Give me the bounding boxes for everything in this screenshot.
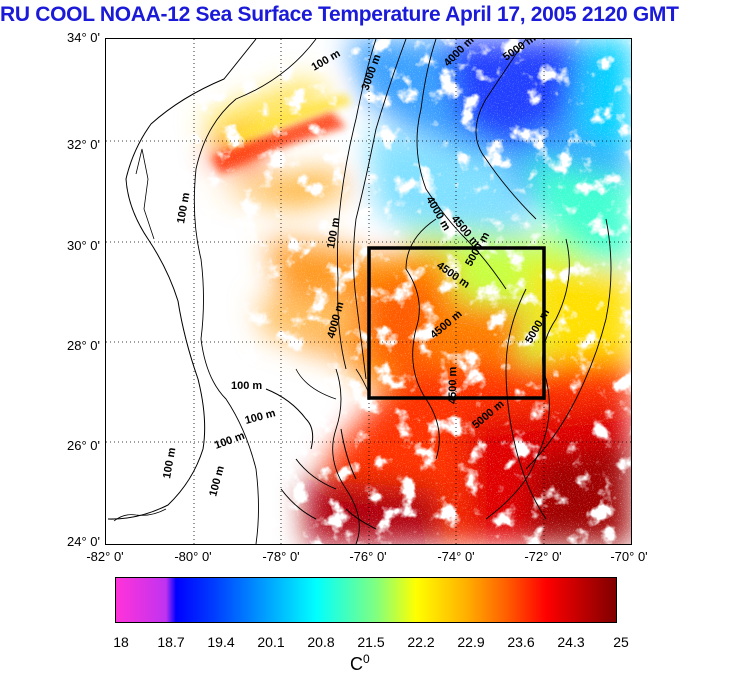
graticule xyxy=(106,39,631,544)
colorbar-tick: 23.6 xyxy=(507,634,535,650)
lon-label-74: -74° 0' xyxy=(437,549,475,564)
colorbar-tick: 21.5 xyxy=(357,634,385,650)
colorbar-tick: 19.4 xyxy=(207,634,235,650)
lon-label-76: -76° 0' xyxy=(349,549,387,564)
temperature-colorbar xyxy=(115,577,617,623)
unit-label: C0 xyxy=(350,652,370,675)
colorbar-tick: 22.9 xyxy=(457,634,485,650)
contour-label: 4500 m xyxy=(447,366,459,404)
colorbar-tick: 22.2 xyxy=(407,634,435,650)
colorbar-tick: 24.3 xyxy=(557,634,585,650)
colorbar-tick: 18.7 xyxy=(157,634,185,650)
contour-label: 100 m xyxy=(161,447,178,480)
lon-label-78: -78° 0' xyxy=(262,549,300,564)
region-box xyxy=(367,246,546,400)
colorbar-tick: 20.8 xyxy=(307,634,335,650)
unit-text: C xyxy=(350,654,363,674)
land-mass xyxy=(106,39,377,530)
map-title: RU COOL NOAA-12 Sea Surface Temperature … xyxy=(0,3,679,26)
lat-label-34: 34° 0' xyxy=(67,30,100,45)
contour-label: 100 m xyxy=(231,380,262,392)
lat-label-26: 26° 0' xyxy=(67,438,100,453)
lat-label-30: 30° 0' xyxy=(67,238,100,253)
lat-label-32: 32° 0' xyxy=(67,137,100,152)
lon-label-80: -80° 0' xyxy=(174,549,212,564)
lon-label-70: -70° 0' xyxy=(610,549,648,564)
contour-label: 100 m xyxy=(175,192,192,225)
sst-map-canvas: 100 m 3000 m 4000 m 5000 m 100 m 4000 m … xyxy=(106,39,631,544)
lat-label-24: 24° 0' xyxy=(67,534,100,549)
colorbar-tick: 18 xyxy=(113,634,129,650)
bathymetry-contours xyxy=(193,39,612,544)
lat-label-28: 28° 0' xyxy=(67,338,100,353)
lon-label-72: -72° 0' xyxy=(524,549,562,564)
lon-label-82: -82° 0' xyxy=(86,549,124,564)
sst-map[interactable]: 100 m 3000 m 4000 m 5000 m 100 m 4000 m … xyxy=(105,38,632,545)
contour-label: 100 m xyxy=(325,217,342,250)
unit-superscript: 0 xyxy=(363,652,370,666)
colorbar-tick: 20.1 xyxy=(257,634,285,650)
colorbar-tick: 25 xyxy=(613,634,629,650)
